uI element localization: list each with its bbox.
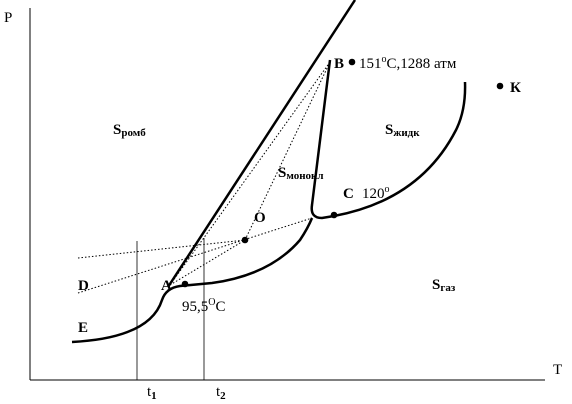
- liquid-boundaries: [310, 59, 467, 220]
- label-a: A: [161, 278, 172, 294]
- annotation-a: 95,5OC: [182, 297, 226, 315]
- lines: [29, 0, 545, 381]
- dot-b: [348, 58, 356, 66]
- label-c: C: [343, 186, 354, 202]
- dot-a: [181, 280, 189, 288]
- label-e: E: [78, 320, 88, 336]
- region-gas: Sгаз: [432, 277, 456, 294]
- region-liquid: Sжидк: [385, 122, 420, 139]
- region-rhomb: Sромб: [113, 122, 146, 139]
- axis-label-p: P: [4, 10, 12, 26]
- label-d: D: [78, 278, 89, 294]
- region-monocl: Sмонокл: [278, 165, 324, 182]
- annotation-c: 120o: [362, 184, 390, 202]
- label-b: B: [334, 56, 344, 72]
- dot-k: [496, 82, 504, 90]
- dot-c: [330, 211, 338, 219]
- dots: [181, 58, 504, 288]
- axis-label-t: T: [553, 362, 562, 378]
- label-o: O: [254, 210, 266, 226]
- metastable-lines: [77, 61, 331, 294]
- sublimation-curve: [71, 217, 314, 344]
- annotation-b: 151oC,1288 атм: [359, 54, 457, 72]
- dot-o: [241, 236, 249, 244]
- tick-t1: t1: [147, 384, 157, 402]
- rhomb-liquid-line: [166, 0, 357, 288]
- label-k: К: [510, 80, 521, 96]
- tick-t2: t2: [216, 384, 226, 402]
